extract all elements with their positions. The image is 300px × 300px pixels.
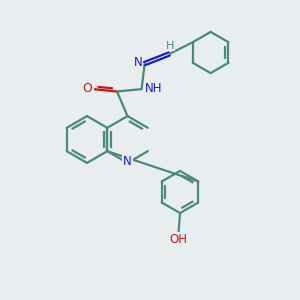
Text: NH: NH — [145, 82, 163, 95]
Text: OH: OH — [169, 233, 188, 246]
Text: N: N — [134, 56, 142, 69]
Text: O: O — [83, 82, 93, 95]
Text: H: H — [166, 40, 174, 51]
Text: N: N — [123, 155, 132, 168]
